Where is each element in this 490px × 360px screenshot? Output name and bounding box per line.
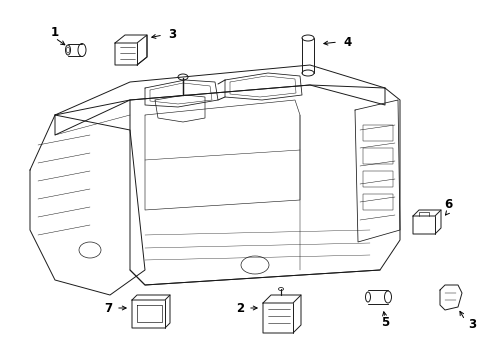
Bar <box>363 148 393 164</box>
Text: 7: 7 <box>104 302 112 315</box>
Bar <box>363 125 393 141</box>
Ellipse shape <box>66 45 71 55</box>
Text: 3: 3 <box>168 28 176 41</box>
Text: 1: 1 <box>51 26 59 39</box>
Bar <box>363 171 393 187</box>
Ellipse shape <box>366 292 370 302</box>
Text: 5: 5 <box>381 316 389 329</box>
Bar <box>363 194 393 210</box>
Text: 3: 3 <box>468 319 476 332</box>
Ellipse shape <box>302 70 314 76</box>
Text: 2: 2 <box>236 302 244 315</box>
Text: 4: 4 <box>344 36 352 49</box>
Text: 6: 6 <box>444 198 452 211</box>
